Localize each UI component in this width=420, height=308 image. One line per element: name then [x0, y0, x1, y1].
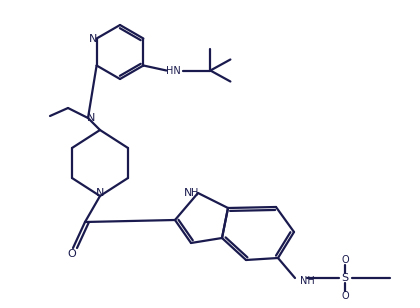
Text: NH: NH: [300, 276, 315, 286]
Text: S: S: [341, 273, 349, 283]
Text: N: N: [184, 188, 192, 198]
Text: O: O: [341, 255, 349, 265]
Text: O: O: [68, 249, 76, 259]
Text: O: O: [341, 291, 349, 301]
Text: N: N: [96, 188, 104, 198]
Text: N: N: [87, 113, 95, 123]
Text: N: N: [89, 34, 97, 43]
Text: H: H: [192, 188, 199, 198]
Text: HN: HN: [166, 66, 181, 75]
